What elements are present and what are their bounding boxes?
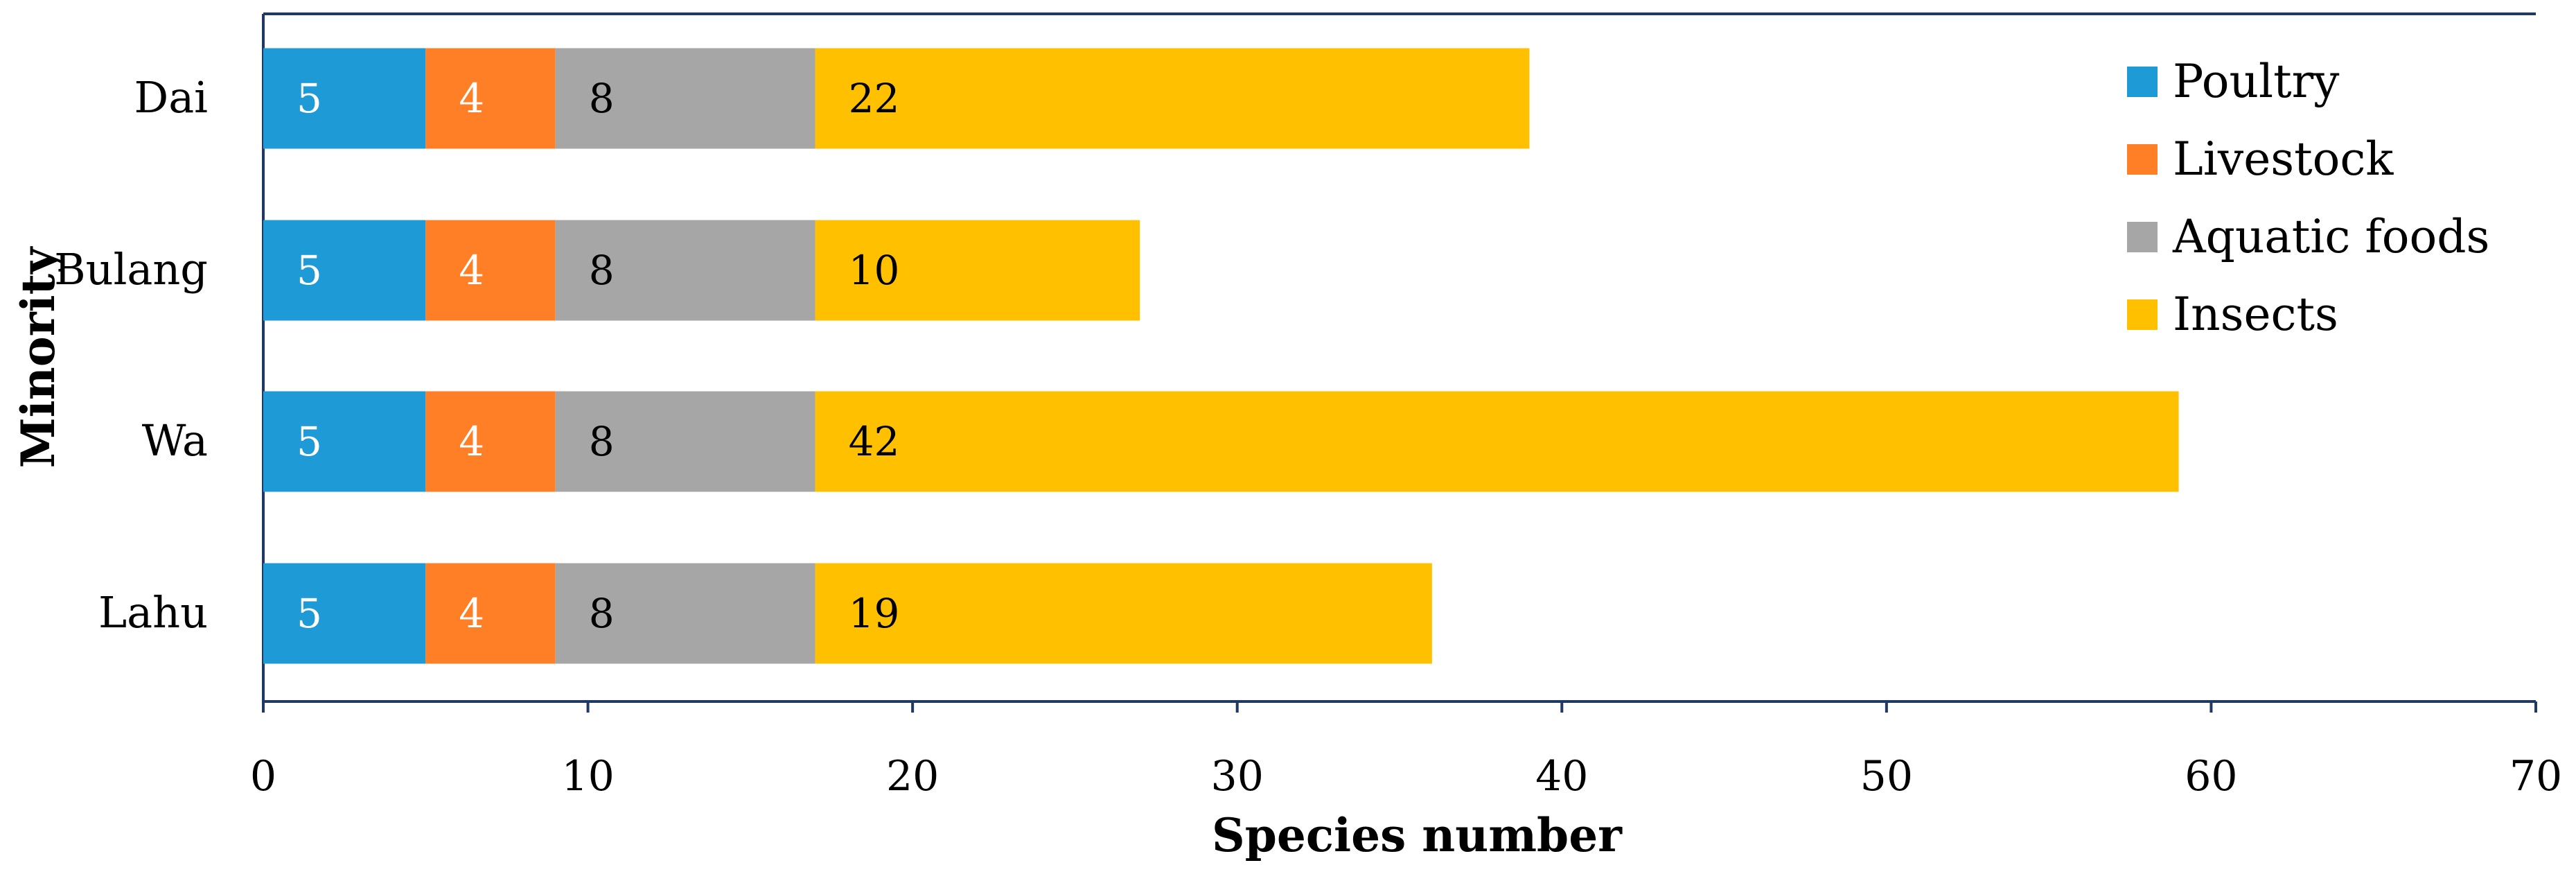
data-label: 5 — [297, 75, 322, 122]
legend-label: Poultry — [2173, 55, 2340, 108]
bar-wa-livestock — [425, 391, 556, 492]
bar-dai-poultry — [263, 48, 426, 149]
bar-wa-aquatic-foods — [555, 391, 815, 492]
bar-dai-aquatic-foods — [555, 48, 815, 149]
data-label: 8 — [589, 590, 615, 637]
legend-label: Aquatic foods — [2172, 210, 2489, 263]
data-label: 10 — [849, 247, 900, 294]
legend-label: Insects — [2173, 288, 2338, 341]
y-axis-title: Minority — [11, 246, 65, 468]
data-label: 8 — [589, 247, 615, 294]
x-tick-label: 30 — [1211, 752, 1264, 801]
data-label: 4 — [459, 75, 484, 122]
x-tick-label: 0 — [250, 752, 276, 801]
data-label: 5 — [297, 247, 322, 294]
x-tick-label: 10 — [561, 752, 614, 801]
data-label: 22 — [849, 75, 900, 122]
data-label: 4 — [459, 418, 484, 465]
x-axis-title: Species number — [1212, 808, 1623, 862]
bar-lahu-livestock — [425, 563, 556, 664]
x-tick-label: 60 — [2185, 752, 2237, 801]
bar-bulang-poultry — [263, 220, 426, 321]
y-category-label: Dai — [134, 72, 208, 123]
legend-swatch — [2127, 222, 2158, 252]
data-label: 19 — [849, 590, 900, 637]
bar-lahu-aquatic-foods — [555, 563, 815, 664]
bar-bulang-livestock — [425, 220, 556, 321]
bar-dai-insects — [815, 48, 1530, 149]
data-label: 8 — [589, 418, 615, 465]
legend-label: Livestock — [2173, 132, 2394, 186]
data-label: 5 — [297, 418, 322, 465]
y-category-label: Lahu — [98, 587, 208, 638]
bar-bulang-aquatic-foods — [555, 220, 815, 321]
data-label: 4 — [459, 247, 484, 294]
legend-swatch — [2127, 144, 2158, 175]
x-tick-label: 40 — [1535, 752, 1588, 801]
legend-swatch — [2127, 67, 2158, 97]
y-category-label: Wa — [142, 415, 208, 466]
data-label: 8 — [589, 75, 615, 122]
bar-wa-insects — [815, 391, 2179, 492]
data-label: 4 — [459, 590, 484, 637]
bar-lahu-insects — [815, 563, 1432, 664]
bar-dai-livestock — [425, 48, 556, 149]
y-category-label: Bulang — [54, 244, 208, 295]
x-tick-label: 70 — [2509, 752, 2562, 801]
data-label: 5 — [297, 590, 322, 637]
bar-lahu-poultry — [263, 563, 426, 664]
x-tick-label: 20 — [886, 752, 939, 801]
data-label: 42 — [849, 418, 900, 465]
bar-bulang-insects — [815, 220, 1140, 321]
x-tick-label: 50 — [1860, 752, 1913, 801]
legend-swatch — [2127, 299, 2158, 330]
bar-wa-poultry — [263, 391, 426, 492]
